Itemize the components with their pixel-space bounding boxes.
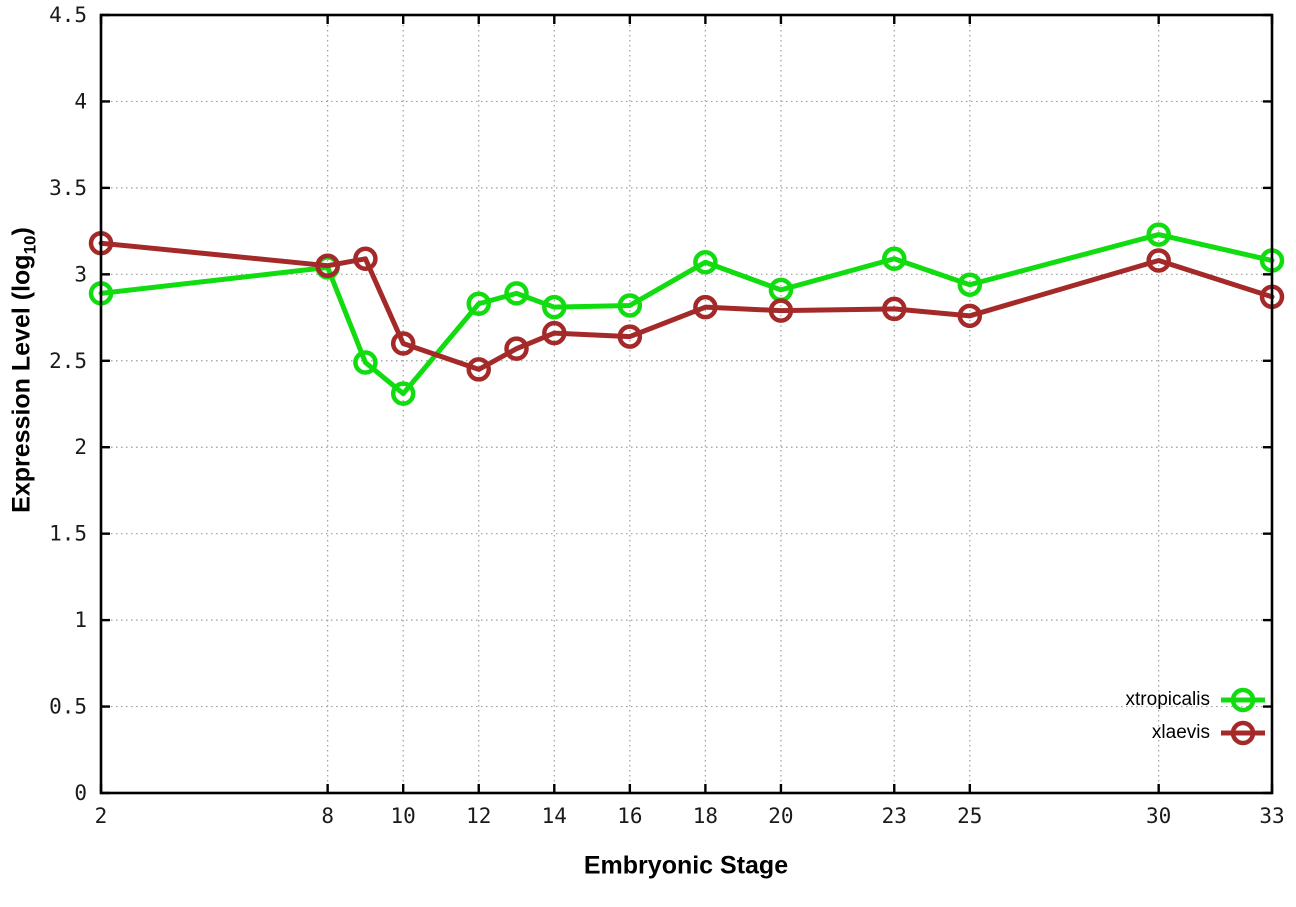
x-tick-label: 12: [466, 804, 491, 828]
data-point-xlaevis: [1146, 248, 1171, 273]
data-point-xlaevis: [466, 357, 491, 382]
x-tick-label: 20: [768, 804, 793, 828]
y-tick-label: 1.5: [49, 522, 87, 546]
x-tick-label: 30: [1146, 804, 1171, 828]
data-point-xlaevis: [768, 298, 794, 323]
x-tick-label: 8: [321, 804, 334, 828]
x-tick-label: 10: [391, 804, 416, 828]
data-point-xtropicalis: [542, 294, 567, 320]
legend-item: xlaevis: [1126, 716, 1266, 749]
legend-item: xtropicalis: [1126, 683, 1266, 716]
data-point-xtropicalis: [957, 272, 983, 297]
y-tick-label: 2: [74, 435, 87, 459]
y-tick-label: 3.5: [49, 176, 87, 200]
data-point-xlaevis: [504, 336, 529, 361]
data-point-xlaevis: [542, 320, 567, 346]
y-tick-label: 1: [74, 608, 87, 632]
data-point-xlaevis: [353, 246, 378, 272]
data-point-xlaevis: [882, 296, 907, 322]
x-tick-label: 23: [882, 804, 907, 828]
data-point-xtropicalis: [353, 350, 378, 375]
data-point-xlaevis: [693, 294, 718, 320]
y-axis-title-suffix: ): [7, 227, 36, 236]
y-tick-label: 3: [74, 262, 87, 286]
x-tick-label: 16: [617, 804, 642, 828]
data-point-xlaevis: [390, 331, 416, 356]
data-point-xtropicalis: [617, 293, 643, 318]
y-axis-title-subscript: 10: [20, 235, 40, 255]
data-point-xtropicalis: [504, 281, 529, 306]
y-tick-label: 2.5: [49, 349, 87, 373]
data-point-xtropicalis: [882, 246, 907, 272]
legend: xtropicalis xlaevis: [1126, 683, 1266, 749]
legend-label: xlaevis: [1151, 721, 1210, 743]
data-point-xlaevis: [957, 303, 983, 329]
plot-border: [99, 13, 1274, 795]
data-point-xlaevis: [315, 253, 340, 278]
data-point-xtropicalis: [1146, 222, 1171, 247]
y-tick-label: 0: [74, 781, 87, 805]
y-tick-label: 0.5: [49, 695, 87, 719]
y-axis-title: Expression Level (log10): [8, 227, 41, 513]
data-point-xtropicalis: [693, 249, 718, 275]
x-tick-label: 2: [95, 804, 108, 828]
series-line-xlaevis: [98, 240, 1275, 372]
legend-marker-icon: [1221, 720, 1265, 745]
x-tick-label: 25: [957, 804, 982, 828]
y-tick-label: 4.5: [49, 3, 87, 27]
x-tick-label: 14: [542, 804, 567, 828]
data-point-xtropicalis: [390, 381, 416, 406]
y-axis-title-text: Expression Level (log: [7, 254, 36, 513]
y-tick-label: 4: [74, 89, 87, 113]
legend-marker-icon: [1221, 687, 1265, 712]
x-tick-label: 18: [693, 804, 718, 828]
x-tick-label: 33: [1259, 804, 1284, 828]
data-point-xtropicalis: [466, 291, 491, 316]
data-point-xlaevis: [617, 324, 643, 349]
x-axis-title: Embryonic Stage: [583, 851, 789, 880]
legend-label: xtropicalis: [1125, 688, 1210, 710]
